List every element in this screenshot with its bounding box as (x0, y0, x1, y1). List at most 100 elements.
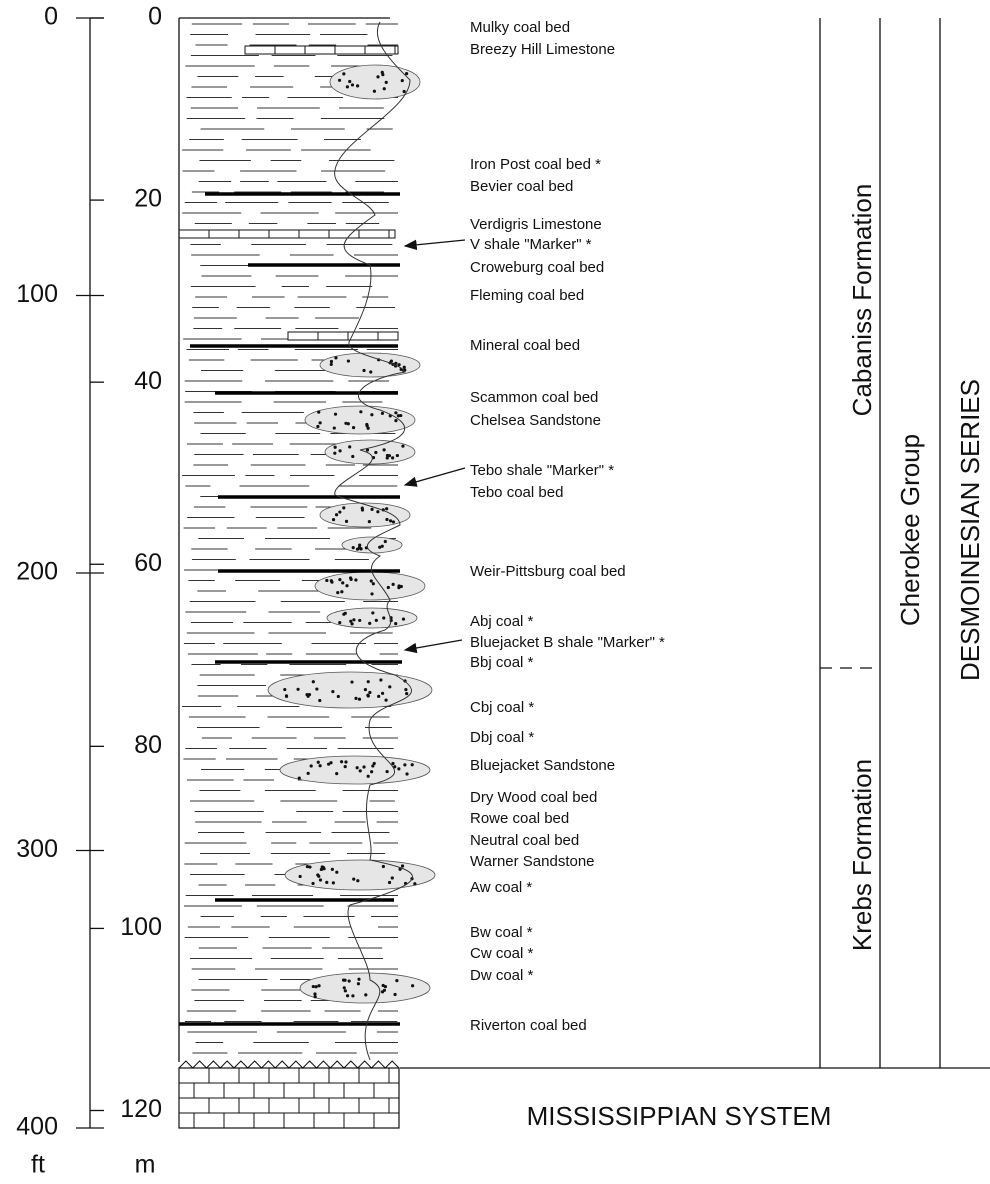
sand-dot (384, 699, 387, 702)
sand-dot (316, 873, 319, 876)
sand-dot (359, 769, 362, 772)
sand-dot (335, 513, 338, 516)
m-tick-label: 20 (134, 185, 162, 213)
sand-dot (387, 586, 390, 589)
sand-dot (344, 765, 347, 768)
stratigraphic-column: MISSISSIPPIAN SYSTEM Cabaniss Formation … (0, 0, 990, 1184)
sand-dot (342, 506, 345, 509)
sand-dot (362, 765, 365, 768)
sand-dot (331, 868, 334, 871)
sand-dot (401, 79, 404, 82)
sand-dot (376, 75, 379, 78)
sand-dot (350, 680, 353, 683)
sand-dot (345, 520, 348, 523)
bed-label: Tebo shale "Marker" * (470, 462, 614, 479)
sand-dot (346, 994, 349, 997)
axis-unit: m (135, 1151, 156, 1179)
sand-dot (336, 591, 339, 594)
ft-tick-label: 100 (16, 280, 58, 308)
sand-dot (388, 685, 391, 688)
bed-label: Riverton coal bed (470, 1017, 587, 1034)
sand-dot (296, 688, 299, 691)
sand-dot (403, 763, 406, 766)
sand-dot (337, 695, 340, 698)
sand-dot (354, 578, 357, 581)
sand-dot (348, 979, 351, 982)
sand-dot (358, 619, 361, 622)
base-label: MISSISSIPPIAN SYSTEM (527, 1101, 832, 1131)
bed-label: Warner Sandstone (470, 853, 595, 870)
sand-dot (368, 691, 371, 694)
sand-dot (312, 985, 315, 988)
sand-dot (383, 989, 386, 992)
bed-label: Scammon coal bed (470, 389, 598, 406)
sand-dot (338, 621, 341, 624)
sand-dot (325, 579, 328, 582)
lithology (179, 22, 435, 1128)
sand-dot (354, 697, 357, 700)
sand-dot (356, 879, 359, 882)
sand-dot (392, 583, 395, 586)
sand-dot (403, 90, 406, 93)
sand-dot (317, 411, 320, 414)
sand-dot (332, 881, 335, 884)
bed-label: Iron Post coal bed * (470, 156, 601, 173)
sand-dot (338, 449, 341, 452)
sand-dot (383, 448, 386, 451)
sand-dot (314, 995, 317, 998)
sand-dot (402, 617, 405, 620)
sand-dot (375, 619, 378, 622)
sand-dot (343, 986, 346, 989)
ft-tick-label: 0 (44, 3, 58, 31)
sand-dot (367, 680, 370, 683)
sand-dot (388, 881, 391, 884)
sand-dot (340, 590, 343, 593)
sand-dot (305, 693, 308, 696)
m-tick-label: 100 (120, 913, 162, 941)
sand-dot (358, 698, 361, 701)
sand-dot (356, 548, 359, 551)
sand-dot (370, 770, 373, 773)
sand-dot (411, 984, 414, 987)
sand-dot (306, 865, 309, 868)
m-tick-label: 40 (134, 367, 162, 395)
sand-dot (352, 618, 355, 621)
sandstone (305, 406, 415, 434)
unconformity (179, 1061, 399, 1068)
sandstone (315, 572, 425, 600)
sand-dot (330, 363, 333, 366)
sand-dot (385, 81, 388, 84)
sand-dot (385, 770, 388, 773)
sand-dot (362, 369, 365, 372)
sand-dot (356, 766, 359, 769)
m-tick-label: 60 (134, 549, 162, 577)
sand-dot (366, 424, 369, 427)
sand-dot (381, 412, 384, 415)
sand-dot (397, 414, 400, 417)
sand-dot (351, 994, 354, 997)
sand-dot (299, 875, 302, 878)
sand-dot (392, 520, 395, 523)
sand-dot (357, 978, 360, 981)
sand-dot (373, 90, 376, 93)
sand-dot (338, 578, 341, 581)
sand-dot (338, 510, 341, 513)
sand-dot (405, 772, 408, 775)
sand-dot (327, 763, 330, 766)
sand-dot (372, 582, 375, 585)
sand-dot (334, 446, 337, 449)
sand-dot (322, 866, 325, 869)
bed-label: Chelsea Sandstone (470, 412, 601, 429)
sand-dot (331, 690, 334, 693)
sand-dot (377, 695, 380, 698)
m-tick-label: 120 (120, 1095, 162, 1123)
sand-dot (373, 762, 376, 765)
m-tick-label: 80 (134, 731, 162, 759)
sand-dot (401, 864, 404, 867)
sand-dot (382, 865, 385, 868)
sand-dot (330, 579, 333, 582)
sand-dot (379, 678, 382, 681)
sand-dot (370, 413, 373, 416)
sand-dot (383, 87, 386, 90)
bed-label: Tebo coal bed (470, 484, 563, 501)
